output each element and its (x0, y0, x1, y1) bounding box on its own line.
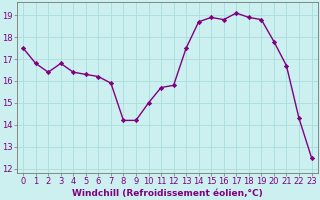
X-axis label: Windchill (Refroidissement éolien,°C): Windchill (Refroidissement éolien,°C) (72, 189, 263, 198)
